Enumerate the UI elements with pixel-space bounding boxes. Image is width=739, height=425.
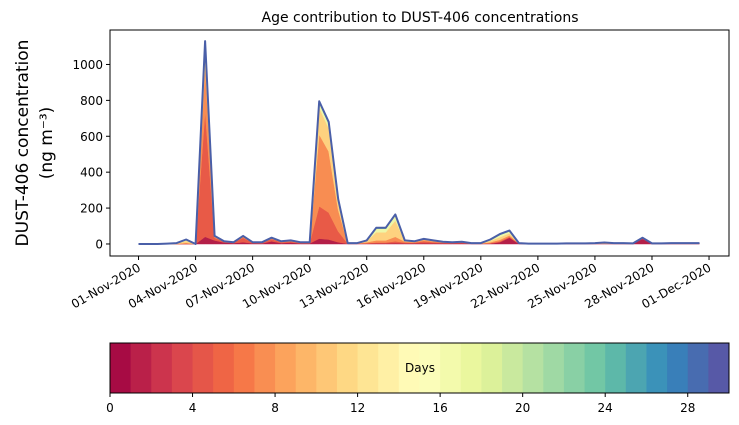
colorbar-segment [357,343,379,393]
colorbar-segment [192,343,214,393]
area-series-2-6-days [138,111,700,245]
y-tick-label: 600 [80,130,103,144]
colorbar-tick-label: 12 [350,401,365,415]
colorbar-segment [336,343,359,393]
colorbar-segment [378,343,400,393]
colorbar-tick-label: 28 [680,401,695,415]
colorbar-tick-label: 16 [432,401,447,415]
colorbar-tick-label: 8 [271,401,279,415]
colorbar-segment [419,343,441,393]
plot-area: 0200400600800100001-Nov-202004-Nov-20200… [69,29,730,311]
y-tick-label: 1000 [72,58,103,72]
colorbar-segment [233,343,255,393]
colorbar-segment [687,343,709,393]
y-tick-label: 200 [80,202,103,216]
area-series-14-20-days [138,44,700,245]
colorbar-segment [584,343,606,393]
colorbar-segment [295,343,317,393]
colorbar: 0 4 8 12 16 20 24 28 Days [106,342,730,415]
colorbar-segment [110,343,132,393]
y-tick-label: 800 [80,94,103,108]
y-axis-label-unit: (ng m⁻³) [37,107,57,180]
area-series-6-10-days [138,64,700,245]
colorbar-segment [481,343,503,393]
colorbar-segment [171,343,194,393]
colorbar-segment [667,343,689,393]
total-line [138,40,700,245]
area-series-10-14-days [138,50,700,245]
colorbar-segment [316,343,338,393]
colorbar-segment [708,343,730,393]
colorbar-segment [522,343,544,393]
colorbar-tick-label: 24 [598,401,613,415]
colorbar-tick-label: 20 [515,401,530,415]
colorbar-segment [563,343,586,393]
colorbar-segment [460,343,482,393]
colorbar-segment [543,343,565,393]
colorbar-segment [275,343,297,393]
colorbar-segment [605,343,627,393]
area-series-20-30-days [138,41,700,245]
colorbar-segment [625,343,647,393]
chart-title: Age contribution to DUST-406 concentrati… [262,10,579,26]
colorbar-segment [646,343,668,393]
y-axis-label: DUST-406 concentration [13,40,33,247]
colorbar-segment [213,343,235,393]
colorbar-segment [130,343,152,393]
axes-frame [109,29,730,257]
colorbar-segment [151,343,173,393]
colorbar-segment [398,343,420,393]
colorbar-tick-label: 4 [189,401,197,415]
colorbar-frame [109,342,730,394]
colorbar-tick-label: 0 [106,401,114,415]
colorbar-segment [440,343,462,393]
colorbar-segment [254,343,276,393]
y-tick-label: 400 [80,166,103,180]
y-tick-label: 0 [95,237,103,251]
colorbar-label: Days [405,361,435,375]
colorbar-segment [502,343,524,393]
